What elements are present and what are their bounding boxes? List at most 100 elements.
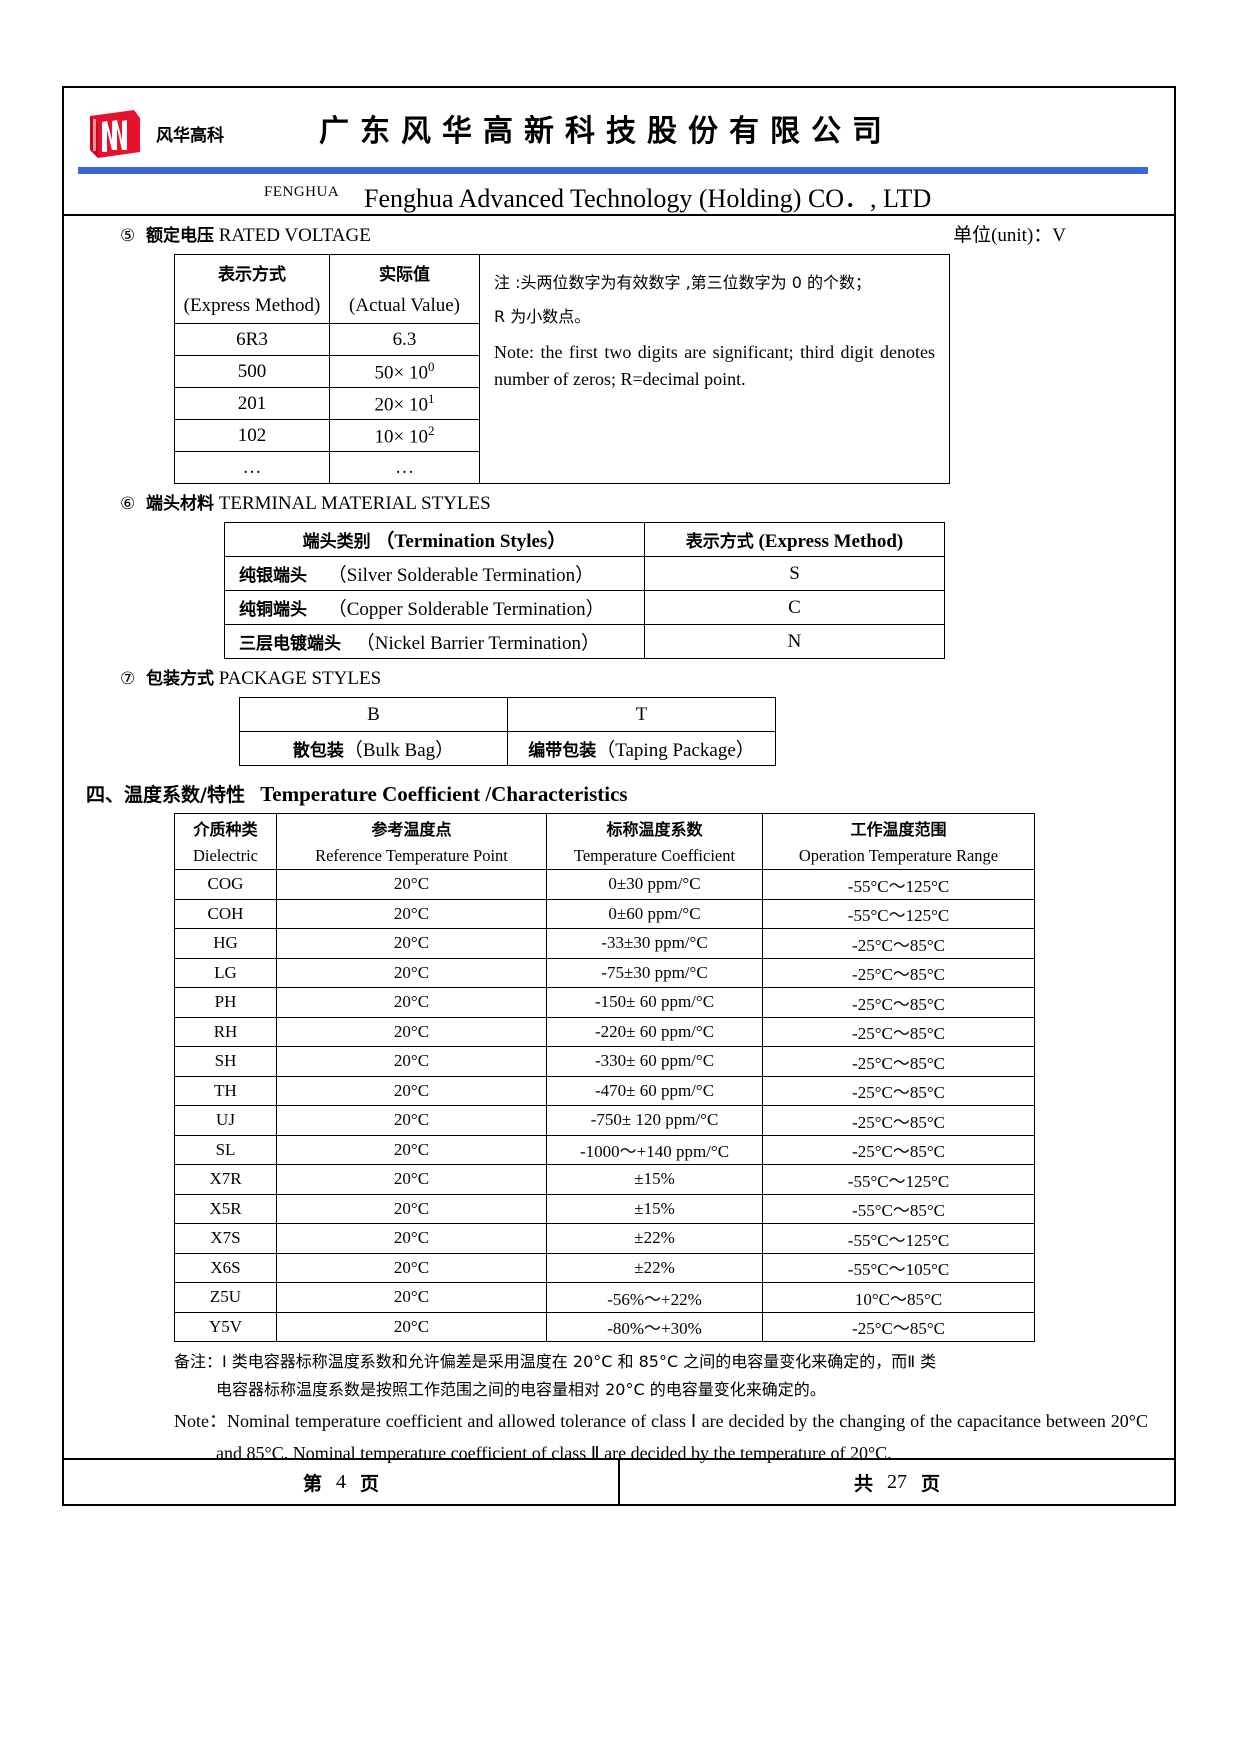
tm-header-right-cn: 表示方式 <box>685 531 754 552</box>
tc-header-cn-3: 工作温度范围 <box>762 813 1035 842</box>
package-styles-table: B T 散包装（Bulk Bag） 编带包装（Taping Package） <box>239 697 776 766</box>
rated-voltage-table: 表示方式 实际值 注 :头两位数字为有效数字 ,第三位数字为 0 的个数； R … <box>174 254 950 484</box>
table-row: 纯银端头 （Silver Solderable Termination） S <box>224 556 945 591</box>
tc-coeff-0: 0±30 ppm/°C <box>546 869 763 900</box>
footer-left-prefix: 第 <box>302 1472 322 1495</box>
page-header: 风华高科 广东风华高新科技股份有限公司 FENGHUA Fenghua Adva… <box>64 88 1174 216</box>
rv-note-cn-2: R 为小数点。 <box>494 306 591 326</box>
tm-row-2-cn: 三层电镀端头 <box>239 634 341 654</box>
tc-ref-7: 20°C <box>276 1075 547 1106</box>
tm-row-2-en: （Nickel Barrier Termination） <box>355 633 600 654</box>
page-footer: 第 4 页 共 27 页 <box>64 1458 1174 1504</box>
section-5-label-en: RATED VOLTAGE <box>218 225 371 246</box>
tc-range-14: 10°C～85°C <box>762 1282 1035 1313</box>
table-row: SL 20°C -1000～+140 ppm/°C -25°C～85°C <box>174 1134 1035 1165</box>
tc-coeff-15: -80%～+30% <box>546 1311 763 1342</box>
rv-note-en: Note: the first two digits are significa… <box>494 341 935 390</box>
table-row: 201 20× 101 <box>174 387 950 420</box>
section-5-number: ⑤ <box>120 226 136 245</box>
tc-dielectric-3: LG <box>174 957 277 988</box>
company-title-cn: 广东风华高新科技股份有限公司 <box>319 114 893 149</box>
pkg-value-0-cn: 散包装 <box>292 741 344 761</box>
rated-voltage-note-cell: 注 :头两位数字为有效数字 ,第三位数字为 0 的个数； R 为小数点。 Not… <box>479 254 950 484</box>
section-5-unit: 单位(unit)：V <box>953 225 1066 246</box>
tm-header-right: 表示方式 (Express Method) <box>644 522 945 557</box>
section-4-heading: 四、温度系数/特性 Temperature Coefficient /Chara… <box>86 780 1174 807</box>
pkg-value-1-cn: 编带包装 <box>528 741 597 761</box>
rv-actual-exp-3: 2 <box>428 422 435 438</box>
tm-row-0-code: S <box>644 556 945 591</box>
rv-actual-mant-3: 10× 10 <box>374 426 428 448</box>
remark-cn-line-2: 电容器标称温度系数是按照工作范围之间的电容量相对 20°C 的电容量变化来确定的… <box>216 1380 826 1399</box>
tc-coeff-4: -150± 60 ppm/°C <box>546 987 763 1018</box>
tc-dielectric-0: COG <box>174 869 277 900</box>
tc-range-13: -55°C～105°C <box>762 1252 1035 1283</box>
tc-dielectric-5: RH <box>174 1016 277 1047</box>
remark-cn-line-1: 备注：Ⅰ 类电容器标称温度系数和允许偏差是采用温度在 20°C 和 85°C 之… <box>174 1352 937 1371</box>
table-row: COH 20°C 0±60 ppm/°C -55°C～125°C <box>174 898 1035 929</box>
tc-ref-6: 20°C <box>276 1046 547 1077</box>
tc-coeff-2: -33±30 ppm/°C <box>546 928 763 959</box>
logo-company-cn: 风华高科 <box>156 125 224 146</box>
company-title-en: Fenghua Advanced Technology (Holding) CO… <box>364 184 932 213</box>
tc-dielectric-11: X5R <box>174 1193 277 1224</box>
tc-header-en-2: Temperature Coefficient <box>546 842 763 870</box>
table-row: Dielectric Reference Temperature Point T… <box>174 842 1035 870</box>
tc-ref-2: 20°C <box>276 928 547 959</box>
tm-row-2-label: 三层电镀端头 （Nickel Barrier Termination） <box>224 624 645 659</box>
table-row: 散包装（Bulk Bag） 编带包装（Taping Package） <box>239 731 776 766</box>
tc-coeff-6: -330± 60 ppm/°C <box>546 1046 763 1077</box>
tc-header-cn-1: 参考温度点 <box>276 813 547 842</box>
tc-dielectric-7: TH <box>174 1075 277 1106</box>
tc-range-1: -55°C～125°C <box>762 898 1035 929</box>
pkg-value-0: 散包装（Bulk Bag） <box>239 731 508 766</box>
tc-ref-8: 20°C <box>276 1105 547 1136</box>
table-row: B T <box>239 697 776 732</box>
tc-header-cn-2: 标称温度系数 <box>546 813 763 842</box>
rv-header-en-0: (Express Method) <box>174 289 330 324</box>
table-row: X7S 20°C ±22% -55°C～125°C <box>174 1223 1035 1254</box>
rv-actual-exp-2: 1 <box>428 390 435 406</box>
rv-actual-mant-1: 50× 10 <box>374 362 428 384</box>
tc-coeff-10: ±15% <box>546 1164 763 1195</box>
header-blue-rule <box>78 167 1148 174</box>
section-7-label-en: PACKAGE STYLES <box>218 668 382 689</box>
rv-actual-3: 10× 102 <box>329 419 480 452</box>
tc-range-0: -55°C～125°C <box>762 869 1035 900</box>
table-row: 纯铜端头 （Copper Solderable Termination） C <box>224 590 945 625</box>
table-row: HG 20°C -33±30 ppm/°C -25°C～85°C <box>174 928 1035 959</box>
table-row: … … <box>174 451 950 484</box>
table-row: 介质种类 参考温度点 标称温度系数 工作温度范围 <box>174 813 1035 842</box>
tc-dielectric-10: X7R <box>174 1164 277 1195</box>
table-row: 102 10× 102 <box>174 419 950 452</box>
table-row: X5R 20°C ±15% -55°C～85°C <box>174 1193 1035 1224</box>
tm-row-1-code: C <box>644 590 945 625</box>
footer-right-prefix: 共 <box>853 1472 873 1495</box>
tm-row-1-label: 纯铜端头 （Copper Solderable Termination） <box>224 590 645 625</box>
tm-header-left-en: （Termination Styles） <box>375 531 567 552</box>
tc-ref-11: 20°C <box>276 1193 547 1224</box>
tc-range-9: -25°C～85°C <box>762 1134 1035 1165</box>
tc-ref-3: 20°C <box>276 957 547 988</box>
tc-ref-10: 20°C <box>276 1164 547 1195</box>
table-row: X6S 20°C ±22% -55°C～105°C <box>174 1252 1035 1283</box>
footer-total-pages: 共 27 页 <box>620 1460 1174 1504</box>
table-row: TH 20°C -470± 60 ppm/°C -25°C～85°C <box>174 1075 1035 1106</box>
page-body: ⑤ 额定电压 RATED VOLTAGE 单位(unit)：V 表示方式 实际值… <box>64 222 1174 1469</box>
tc-header-en-1: Reference Temperature Point <box>276 842 547 870</box>
tc-dielectric-15: Y5V <box>174 1311 277 1342</box>
tc-range-3: -25°C～85°C <box>762 957 1035 988</box>
tc-range-5: -25°C～85°C <box>762 1016 1035 1047</box>
footer-total-number: 27 <box>887 1470 907 1493</box>
tc-ref-1: 20°C <box>276 898 547 929</box>
tc-dielectric-9: SL <box>174 1134 277 1165</box>
tm-header-left-cn: 端头类别 <box>302 532 371 552</box>
tc-dielectric-8: UJ <box>174 1105 277 1136</box>
table-row: 表示方式 实际值 注 :头两位数字为有效数字 ,第三位数字为 0 的个数； R … <box>174 254 950 484</box>
remark-en-label: Note： <box>174 1411 227 1431</box>
tc-header-en-3: Operation Temperature Range <box>762 842 1035 870</box>
rv-note-cn-1: 注 :头两位数字为有效数字 ,第三位数字为 0 的个数； <box>494 273 872 292</box>
section-7-label-cn: 包装方式 <box>146 669 214 689</box>
tc-range-6: -25°C～85°C <box>762 1046 1035 1077</box>
section-7-heading: ⑦ 包装方式 PACKAGE STYLES <box>64 665 1174 693</box>
